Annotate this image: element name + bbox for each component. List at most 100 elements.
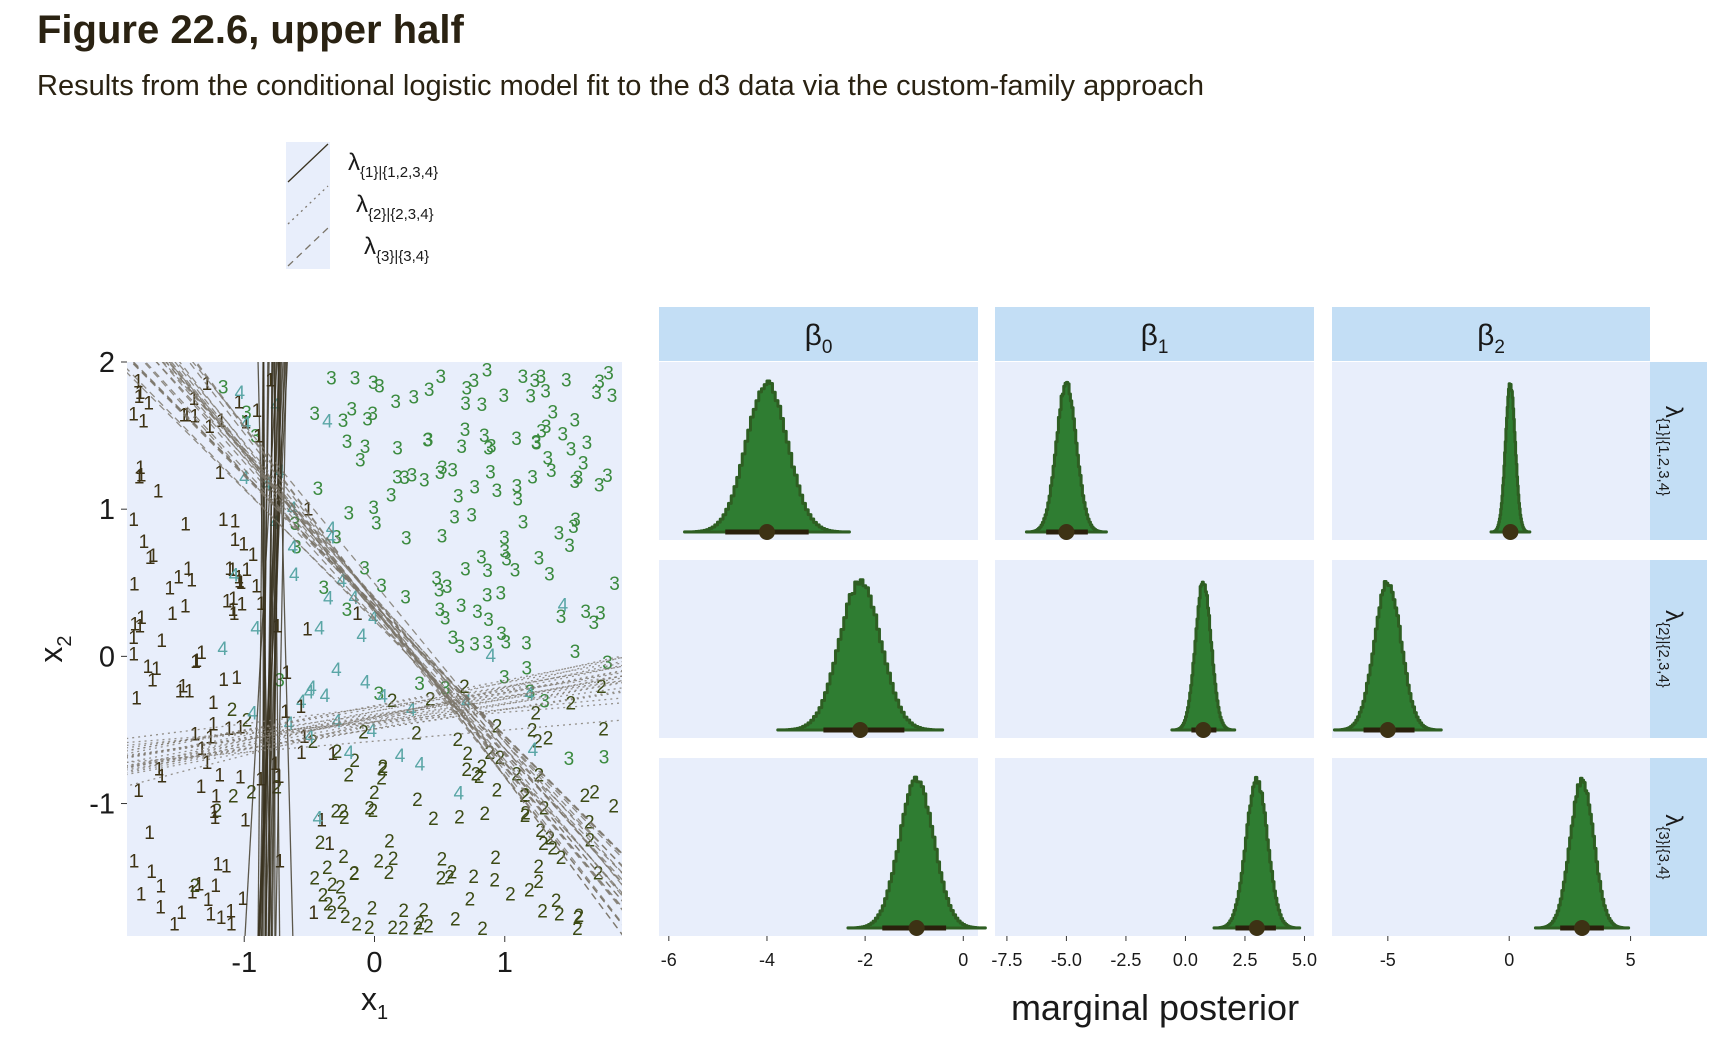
point-label-class-3: 3 [376, 576, 387, 597]
column-strip [995, 307, 1314, 361]
point-label-class-2: 2 [384, 832, 395, 853]
column-strip-label: β1 [1141, 319, 1169, 358]
point-label-class-1: 1 [151, 659, 162, 680]
point-label-class-2: 2 [331, 801, 342, 822]
point-label-class-1: 1 [190, 652, 201, 673]
point-label-class-2: 2 [339, 808, 350, 829]
point-label-class-1: 1 [224, 559, 235, 580]
legend-label: λ{2}|{2,3,4} [356, 191, 434, 223]
point-label-class-3: 3 [454, 637, 465, 658]
point-label-class-3: 3 [477, 395, 488, 416]
point-label-class-3: 3 [437, 527, 448, 548]
point-label-class-3: 3 [374, 377, 385, 398]
point-label-class-2: 2 [190, 876, 201, 897]
facet-x-tick-label: -2.5 [1110, 950, 1141, 970]
column-strip [1332, 307, 1650, 361]
point-label-class-3: 3 [525, 387, 536, 408]
point-label-class-1: 1 [129, 575, 140, 596]
row-strip-label: λ{2}|{2,3,4} [1655, 610, 1687, 688]
point-label-class-2: 2 [465, 890, 476, 911]
column-strip [659, 307, 978, 361]
point-label-class-4: 4 [217, 639, 228, 660]
point-label-class-3: 3 [531, 433, 542, 454]
point-label-class-1: 1 [128, 628, 139, 649]
point-label-class-4: 4 [415, 755, 426, 776]
point-label-class-2: 2 [520, 806, 531, 827]
point-label-class-1: 1 [190, 725, 201, 746]
posterior-density [846, 775, 987, 930]
point-label-class-2: 2 [398, 901, 409, 922]
point-label-class-2: 2 [468, 867, 479, 888]
point-label-class-3: 3 [436, 367, 447, 388]
point-label-class-3: 3 [460, 394, 471, 415]
point-label-class-2: 2 [228, 786, 239, 807]
point-label-class-3: 3 [346, 400, 357, 421]
point-label-class-1: 1 [136, 884, 147, 905]
boundary-line [127, 697, 622, 746]
point-label-class-4: 4 [366, 721, 377, 742]
point-label-class-3: 3 [527, 468, 538, 489]
boundary-line [194, 362, 622, 936]
point-label-class-3: 3 [561, 371, 572, 392]
point-label-class-2: 2 [492, 716, 503, 737]
point-label-class-4: 4 [287, 499, 298, 520]
point-label-class-1: 1 [281, 663, 292, 684]
point-label-class-3: 3 [461, 378, 472, 399]
point-label-class-3: 3 [594, 372, 605, 393]
point-label-class-3: 3 [512, 477, 523, 498]
point-label-class-1: 1 [156, 767, 167, 788]
posterior-density [776, 578, 945, 732]
point-label-class-2: 2 [309, 869, 320, 890]
point-label-class-1: 1 [228, 589, 239, 610]
point-label-class-3: 3 [460, 420, 471, 441]
point-label-class-3: 3 [368, 498, 379, 519]
point-label-class-1: 1 [231, 668, 242, 689]
point-label-class-1: 1 [206, 905, 217, 926]
point-label-class-3: 3 [580, 602, 591, 623]
point-label-class-3: 3 [529, 371, 540, 392]
boundary-line [131, 362, 622, 855]
posterior-mode-point [1058, 524, 1075, 540]
facet-x-tick-label: 0 [1504, 950, 1514, 970]
point-label-class-3: 3 [371, 513, 382, 534]
point-label-class-1: 1 [135, 617, 146, 638]
scatter-plot: 1143233214134141332312431142223131333333… [33, 347, 622, 1024]
boundary-line [170, 362, 622, 910]
point-label-class-2: 2 [459, 677, 470, 698]
point-label-class-1: 1 [308, 903, 319, 924]
point-label-class-2: 2 [537, 902, 548, 923]
point-label-class-4: 4 [349, 588, 360, 609]
point-label-class-2: 2 [471, 764, 482, 785]
point-label-class-2: 2 [338, 801, 349, 822]
point-label-class-3: 3 [344, 503, 355, 524]
posterior-mode-point [852, 722, 869, 738]
point-label-class-2: 2 [474, 767, 485, 788]
boundary-line [127, 682, 622, 776]
point-label-class-1: 1 [253, 427, 264, 448]
point-label-class-3: 3 [482, 585, 493, 606]
row-strip [1650, 362, 1707, 540]
point-label-class-1: 1 [238, 889, 249, 910]
point-label-class-1: 1 [226, 915, 237, 936]
point-label-class-3: 3 [386, 485, 397, 506]
point-label-class-3: 3 [400, 588, 411, 609]
point-label-class-1: 1 [154, 759, 165, 780]
legend-label: λ{3}|{3,4} [364, 233, 429, 265]
point-label-class-3: 3 [326, 369, 337, 390]
legend-label: λ{1}|{1,2,3,4} [348, 149, 438, 181]
point-label-class-1: 1 [131, 688, 142, 709]
point-label-class-3: 3 [591, 383, 602, 404]
point-label-class-2: 2 [413, 919, 424, 940]
point-label-class-2: 2 [450, 909, 461, 930]
point-label-class-1: 1 [180, 596, 191, 617]
point-label-class-3: 3 [424, 380, 435, 401]
point-label-class-3: 3 [456, 596, 467, 617]
y-tick-label: -1 [89, 789, 115, 821]
point-label-class-3: 3 [539, 691, 550, 712]
point-label-class-1: 1 [134, 467, 145, 488]
point-label-class-1: 1 [178, 676, 189, 697]
point-label-class-2: 2 [524, 881, 535, 902]
facet-x-axis-title: marginal posterior [1011, 987, 1299, 1028]
point-label-class-3: 3 [342, 432, 353, 453]
boundary-line [161, 362, 622, 902]
